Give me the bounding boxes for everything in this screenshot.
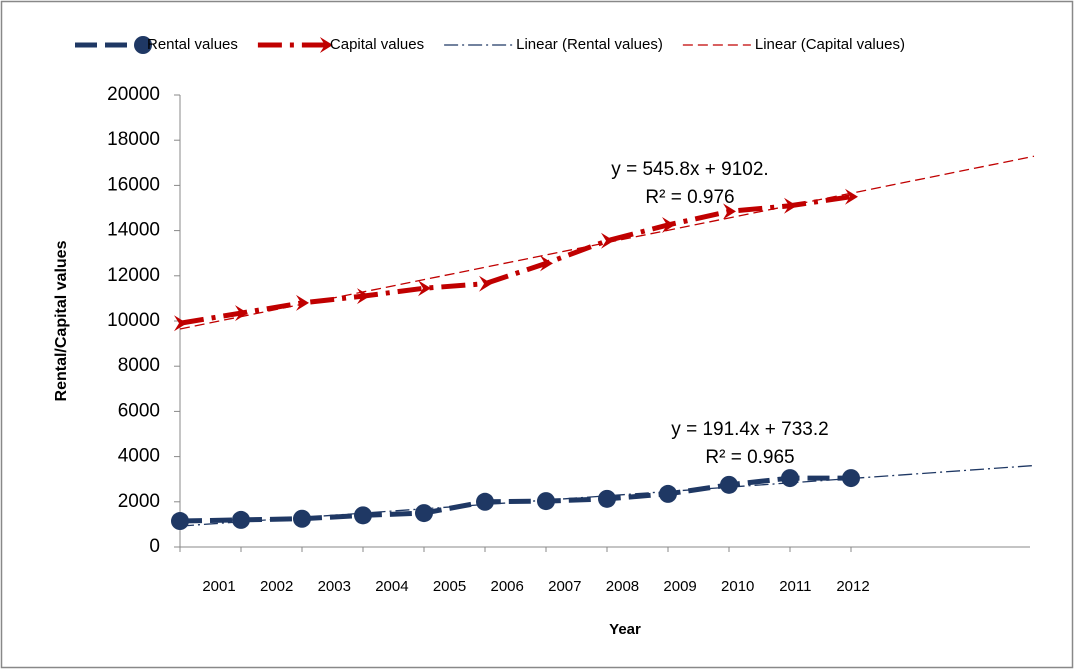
- point: [659, 484, 677, 503]
- x-axis-title: Year: [609, 621, 641, 638]
- y-tick-label: 18000: [107, 129, 160, 150]
- y-tick-label: 8000: [118, 355, 160, 376]
- point: [842, 469, 860, 488]
- trend-r-squared: R² = 0.976: [645, 187, 734, 208]
- x-tick-label: 2002: [260, 578, 293, 595]
- point: [845, 188, 858, 205]
- point: [418, 280, 431, 297]
- point: [357, 288, 370, 305]
- y-tick-label: 16000: [107, 174, 160, 195]
- series-line: [179, 475, 851, 524]
- trend-r-squared: R² = 0.965: [705, 447, 794, 468]
- point: [662, 216, 675, 233]
- x-tick-label: 2012: [836, 578, 869, 595]
- point: [235, 305, 248, 322]
- series-line: [179, 194, 852, 326]
- point: [479, 275, 492, 292]
- x-tick-label: 2001: [202, 578, 235, 595]
- legend-label: Rental values: [147, 36, 238, 53]
- y-tick-label: 6000: [118, 400, 160, 421]
- point: [781, 469, 799, 488]
- y-tick-label: 0: [149, 536, 160, 557]
- point: [537, 492, 555, 511]
- point: [296, 294, 309, 311]
- point: [476, 492, 494, 511]
- point: [784, 197, 797, 214]
- x-tick-label: 2006: [490, 578, 523, 595]
- y-tick-label: 2000: [118, 491, 160, 512]
- y-axis-title: Rental/Capital values: [53, 240, 70, 401]
- point: [354, 506, 372, 525]
- point: [540, 255, 553, 272]
- trend-equation: y = 545.8x + 9102.: [611, 159, 768, 180]
- point: [723, 203, 736, 220]
- point: [293, 509, 311, 528]
- legend-marker: [319, 37, 333, 53]
- legend-label: Linear (Capital values): [755, 36, 905, 53]
- y-tick-label: 10000: [107, 310, 160, 331]
- y-tick-label: 14000: [107, 220, 160, 241]
- point: [415, 504, 433, 523]
- x-tick-label: 2011: [779, 578, 811, 595]
- x-tick-label: 2009: [663, 578, 696, 595]
- point: [232, 510, 250, 529]
- y-tick-label: 20000: [107, 84, 160, 105]
- x-tick-label: 2007: [548, 578, 581, 595]
- y-tick-label: 12000: [107, 265, 160, 286]
- y-tick-label: 4000: [118, 446, 160, 467]
- legend-marker: [134, 36, 152, 54]
- x-tick-label: 2003: [318, 578, 351, 595]
- point: [720, 475, 738, 494]
- legend-label: Capital values: [330, 36, 424, 53]
- legend-label: Linear (Rental values): [516, 36, 663, 53]
- trend-equation: y = 191.4x + 733.2: [671, 419, 828, 440]
- point: [598, 489, 616, 508]
- point: [601, 232, 614, 249]
- point: [174, 315, 187, 332]
- x-tick-label: 2008: [606, 578, 639, 595]
- x-tick-label: 2010: [721, 578, 754, 595]
- point: [171, 512, 189, 531]
- x-tick-label: 2005: [433, 578, 466, 595]
- x-tick-label: 2004: [375, 578, 408, 595]
